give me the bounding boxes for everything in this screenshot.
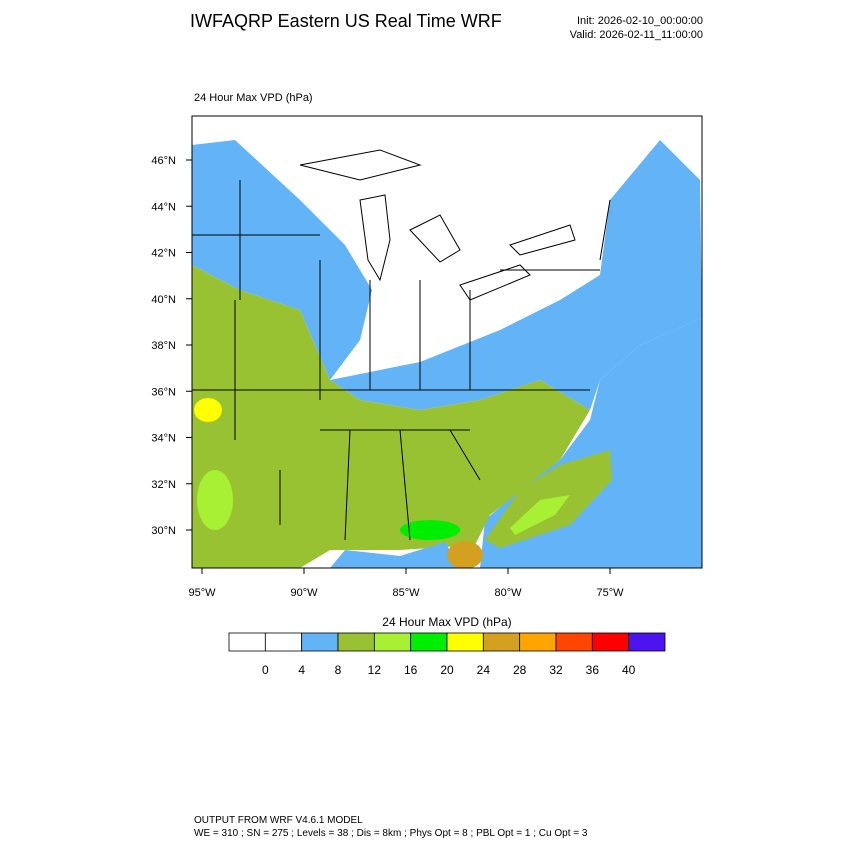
colorbar-label: 24 (477, 663, 491, 677)
colorbar-box (373, 632, 412, 652)
lake (459, 264, 531, 301)
lake (359, 194, 391, 282)
lat-label: 34°N (151, 433, 176, 445)
colorbar-label: 8 (335, 663, 342, 677)
colorbar-label: 32 (549, 663, 563, 677)
footer-line: OUTPUT FROM WRF V4.6.1 MODEL (194, 815, 363, 826)
colorbar-label: 40 (622, 663, 636, 677)
lat-label: 36°N (151, 386, 176, 398)
colorbar-label: 0 (262, 663, 269, 677)
lat-label: 46°N (151, 155, 176, 167)
lon-label: 75°W (596, 587, 624, 599)
colorbar-label: 20 (440, 663, 454, 677)
lon-label: 85°W (392, 587, 420, 599)
colorbar-box (519, 632, 557, 652)
ocean-patch-inner (510, 495, 570, 535)
colorbar-label: 12 (368, 663, 382, 677)
colorbar-label: 36 (586, 663, 600, 677)
footer-line: WE = 310 ; SN = 275 ; Levels = 38 ; Dis … (194, 828, 588, 839)
green-spot (400, 520, 460, 540)
lon-label: 80°W (494, 587, 522, 599)
colorbar-box (410, 632, 448, 652)
hot-spot (194, 398, 222, 422)
gulf (330, 542, 460, 568)
colorbar-label: 16 (404, 663, 418, 677)
state-lines (192, 180, 611, 541)
green-spot (197, 470, 233, 530)
lat-label: 42°N (151, 248, 176, 260)
lat-label: 44°N (151, 201, 176, 213)
colorbar-box (264, 632, 303, 652)
lat-label: 40°N (151, 294, 176, 306)
colorbar-box (482, 632, 521, 652)
lat-label: 30°N (151, 525, 176, 537)
lon-label: 90°W (290, 587, 318, 599)
lat-label: 32°N (151, 479, 176, 491)
lon-axis: 95°W 90°W 85°W 80°W 75°W (188, 568, 624, 599)
colorbar-box (446, 632, 484, 652)
colorbar-box (337, 632, 375, 652)
colorbar-title: 24 Hour Max VPD (hPa) (382, 615, 511, 629)
colorbar-label: 28 (513, 663, 527, 677)
colorbar-box (301, 632, 339, 652)
lat-label: 38°N (151, 340, 176, 352)
colorbar-box (628, 632, 666, 652)
colorbar: 0 4 8 12 16 20 24 28 32 36 40 (228, 632, 666, 677)
colorbar-box (228, 632, 266, 652)
colorbar-label: 4 (298, 663, 305, 677)
init-time: Init: 2026-02-10_00:00:00 (577, 15, 703, 27)
colorbar-box (555, 632, 593, 652)
lake (509, 224, 576, 256)
lake (409, 214, 461, 263)
map (191, 115, 703, 569)
hot-spot (447, 541, 483, 568)
lon-label: 95°W (188, 587, 216, 599)
region-northwest (192, 140, 372, 380)
lake (299, 149, 422, 181)
valid-time: Valid: 2026-02-11_11:00:00 (570, 29, 703, 41)
lat-axis: 46°N 44°N 42°N 40°N 38°N 36°N 34°N 32°N 30°N (151, 155, 192, 537)
field-label: 24 Hour Max VPD (hPa) (194, 92, 313, 104)
map-frame (191, 115, 703, 569)
region-south (192, 265, 590, 568)
title: IWFAQRP Eastern US Real Time WRF (190, 11, 502, 31)
colorbar-box (591, 632, 630, 652)
